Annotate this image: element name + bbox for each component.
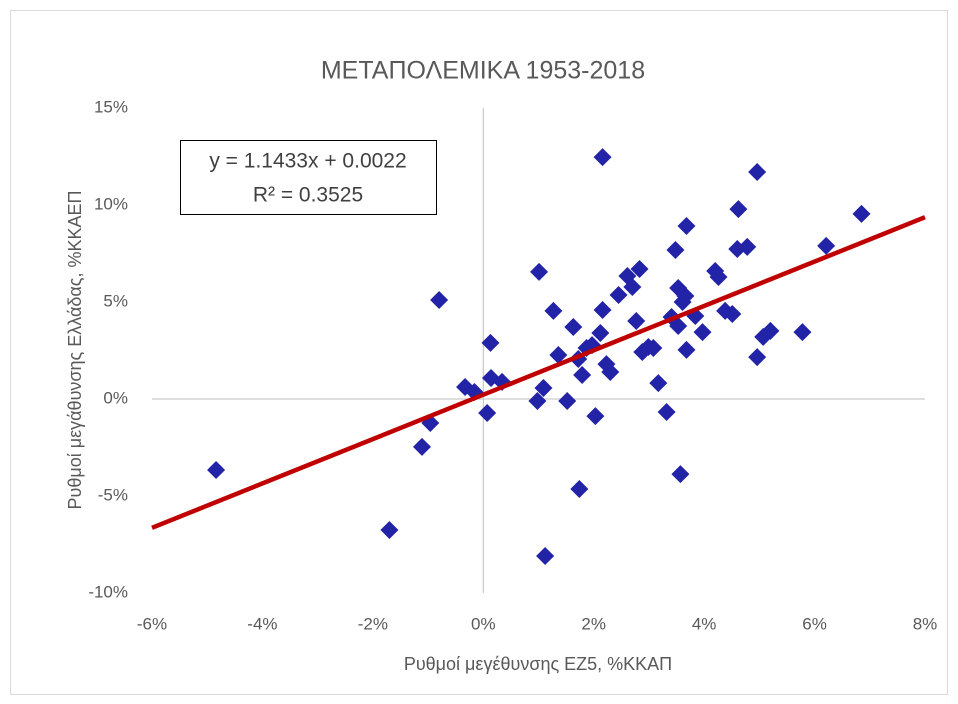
marker bbox=[671, 465, 690, 484]
marker bbox=[644, 338, 663, 357]
marker bbox=[593, 300, 612, 319]
marker bbox=[534, 378, 553, 397]
marker bbox=[593, 148, 612, 167]
marker bbox=[649, 374, 668, 393]
marker bbox=[669, 317, 688, 336]
x-axis-title: Ρυθμοί μεγέθυνσης ΕΖ5, %ΚΚΑΠ bbox=[404, 654, 672, 674]
marker bbox=[481, 333, 500, 352]
marker bbox=[601, 363, 620, 382]
r-squared: R² = 0.3525 bbox=[253, 184, 363, 207]
x-tick-label: 6% bbox=[802, 614, 827, 633]
marker bbox=[709, 267, 728, 286]
marker bbox=[666, 241, 685, 260]
x-tick-label: -2% bbox=[358, 614, 388, 633]
x-tick-label: 2% bbox=[581, 614, 606, 633]
marker bbox=[536, 546, 555, 565]
y-tick-label: 10% bbox=[94, 194, 128, 213]
marker bbox=[478, 403, 497, 422]
y-tick-label: 5% bbox=[103, 291, 128, 310]
marker bbox=[761, 321, 780, 340]
marker bbox=[591, 324, 610, 343]
marker bbox=[723, 305, 742, 324]
y-tick-label: 0% bbox=[103, 388, 128, 407]
chart-border bbox=[10, 10, 948, 695]
marker bbox=[528, 391, 547, 410]
marker bbox=[530, 262, 549, 281]
marker bbox=[748, 163, 767, 182]
marker bbox=[623, 278, 642, 297]
marker bbox=[817, 236, 836, 255]
marker bbox=[748, 348, 767, 367]
x-tick-label: 8% bbox=[913, 614, 938, 633]
marker bbox=[793, 323, 812, 342]
x-tick-label: -4% bbox=[247, 614, 277, 633]
y-tick-label: 15% bbox=[94, 97, 128, 116]
marker bbox=[573, 365, 592, 384]
chart-title: ΜΕΤΑΠΟΛΕΜΙΚΑ 1953-2018 bbox=[321, 57, 645, 85]
y-tick-label: -5% bbox=[98, 485, 128, 504]
x-tick-label: -6% bbox=[137, 614, 167, 633]
marker bbox=[729, 200, 748, 219]
marker bbox=[677, 216, 696, 235]
marker bbox=[570, 480, 589, 499]
marker bbox=[430, 291, 449, 310]
marker bbox=[693, 323, 712, 342]
x-tick-label: 4% bbox=[692, 614, 717, 633]
y-axis-title: Ρυθμοί μεγάθυνσης Ελλάδας, %ΚΚΑΕΠ bbox=[65, 191, 85, 510]
marker bbox=[412, 437, 431, 456]
marker bbox=[657, 402, 676, 421]
marker bbox=[207, 461, 226, 480]
marker bbox=[627, 312, 646, 331]
annotation-box bbox=[180, 140, 437, 215]
marker bbox=[586, 407, 605, 426]
marker bbox=[549, 345, 568, 364]
marker bbox=[544, 301, 563, 320]
marker bbox=[677, 340, 696, 359]
marker bbox=[558, 391, 577, 410]
marker bbox=[738, 237, 757, 256]
y-tick-label: -10% bbox=[88, 582, 128, 601]
marker bbox=[630, 260, 649, 279]
marker bbox=[676, 286, 695, 305]
equation: y = 1.1433x + 0.0022 bbox=[209, 150, 406, 173]
marker bbox=[564, 318, 583, 337]
marker bbox=[852, 204, 871, 223]
trendline bbox=[151, 215, 926, 530]
x-tick-label: 0% bbox=[471, 614, 496, 633]
marker bbox=[380, 520, 399, 539]
marker bbox=[609, 286, 628, 305]
